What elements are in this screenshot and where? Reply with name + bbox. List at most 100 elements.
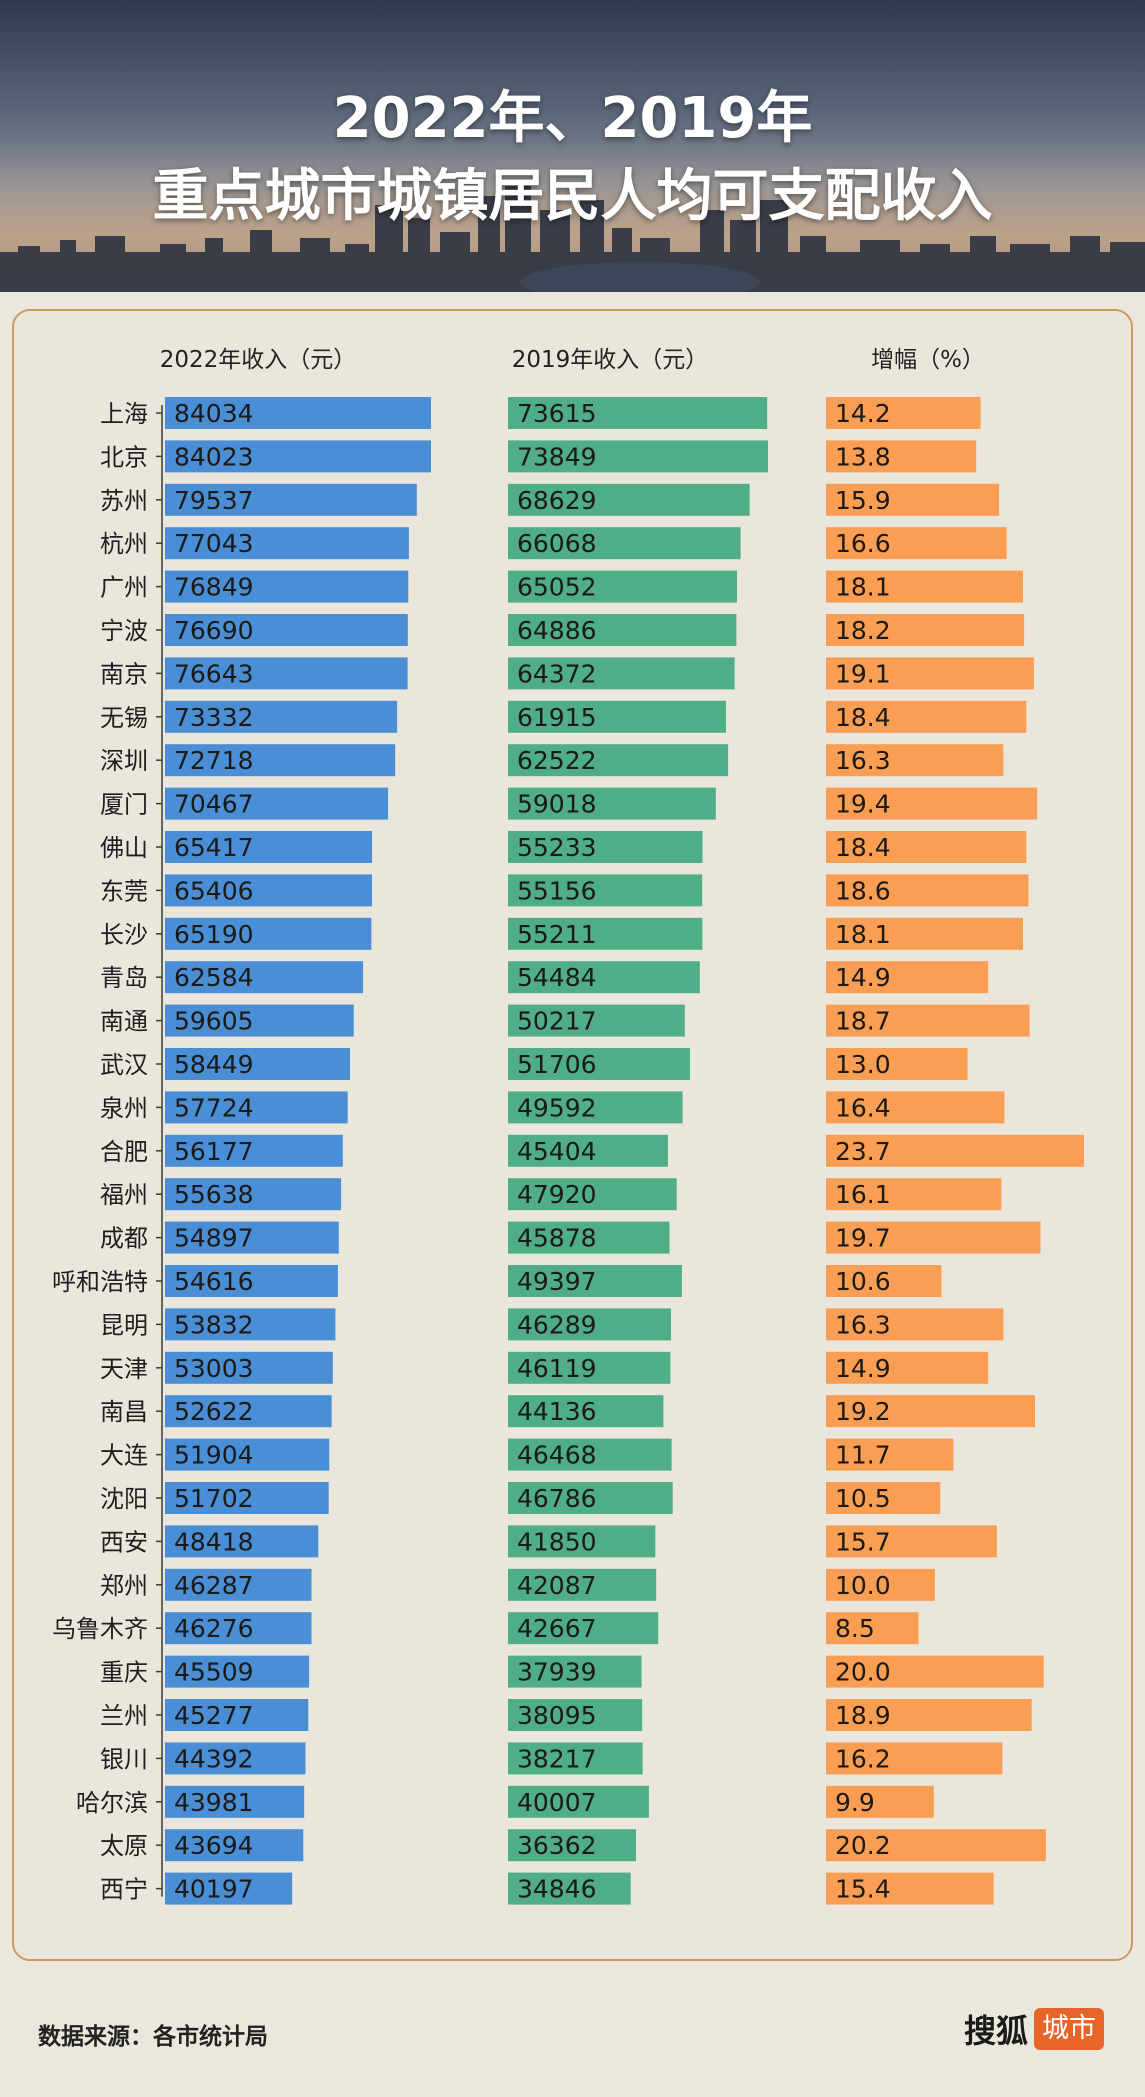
category-label: 无锡	[100, 704, 148, 732]
bar-2019	[508, 961, 700, 994]
bar-2019	[508, 1091, 683, 1124]
bar-value-label: 10.6	[835, 1267, 891, 1296]
bar-value-label: 18.4	[835, 833, 891, 862]
bar-value-label: 23.7	[835, 1137, 891, 1166]
bar-value-label: 54484	[517, 963, 597, 992]
bar-value-label: 20.2	[835, 1831, 891, 1860]
bar-value-label: 16.2	[835, 1744, 891, 1773]
bar-value-label: 73332	[174, 703, 254, 732]
bar-value-label: 19.7	[835, 1224, 891, 1253]
bar-value-label: 49592	[517, 1093, 597, 1122]
bar-value-label: 65406	[174, 876, 254, 905]
bar-2022	[165, 744, 396, 777]
bar-growth	[826, 1048, 968, 1080]
bar-2019	[508, 1742, 643, 1775]
bar-growth	[826, 700, 1027, 733]
brand-tag: 城市	[1034, 2008, 1105, 2050]
bar-2022	[165, 1655, 310, 1688]
bar-value-label: 65052	[517, 573, 597, 602]
bar-2019	[508, 1872, 631, 1905]
category-label: 苏州	[100, 487, 148, 515]
bar-2022	[165, 1004, 354, 1037]
bar-value-label: 62584	[174, 963, 254, 992]
category-label: 福州	[100, 1181, 148, 1209]
bar-value-label: 84034	[174, 399, 254, 428]
bar-2019	[508, 1178, 677, 1211]
bar-2019	[508, 1699, 643, 1731]
bar-2019	[508, 917, 703, 950]
bar-value-label: 16.6	[835, 529, 891, 558]
bar-value-label: 46786	[517, 1484, 597, 1513]
bar-value-label: 13.8	[835, 442, 891, 471]
bar-value-label: 47920	[517, 1180, 597, 1209]
bar-2019	[508, 483, 750, 516]
bar-growth	[826, 1655, 1044, 1688]
bar-value-label: 54897	[174, 1224, 254, 1253]
category-label: 武汉	[100, 1051, 148, 1079]
bar-value-label: 44392	[174, 1744, 254, 1773]
bar-2019	[508, 1785, 649, 1818]
bar-2022	[165, 1048, 350, 1080]
category-label: 郑州	[100, 1572, 148, 1600]
bar-2022	[165, 657, 408, 690]
bar-2019	[508, 570, 737, 603]
bar-growth	[826, 874, 1029, 907]
bar-growth	[826, 917, 1023, 950]
bar-2019	[508, 1829, 636, 1862]
bar-value-label: 19.4	[835, 790, 891, 819]
category-label: 大连	[100, 1442, 148, 1470]
category-label: 深圳	[100, 747, 148, 775]
bar-value-label: 41850	[517, 1527, 597, 1556]
bar-2022	[165, 1568, 312, 1601]
bar-2022	[165, 1134, 343, 1167]
bar-value-label: 40007	[517, 1788, 597, 1817]
bar-value-label: 48418	[174, 1527, 254, 1556]
bar-2019	[508, 1438, 672, 1471]
bar-growth	[826, 961, 989, 994]
bar-growth	[826, 657, 1034, 690]
chart-title-line2: 重点城市城镇居民人均可支配收入	[152, 164, 993, 229]
category-label: 杭州	[100, 530, 148, 558]
bar-2019	[508, 527, 741, 560]
column-header-growth: 增幅（%）	[871, 347, 985, 373]
bar-growth	[826, 1351, 989, 1384]
bar-value-label: 37939	[517, 1658, 597, 1687]
bar-value-label: 54616	[174, 1267, 254, 1296]
bar-2022	[165, 527, 409, 560]
bar-2022	[165, 1742, 306, 1775]
bar-value-label: 46276	[174, 1614, 254, 1643]
category-label: 呼和浩特	[52, 1268, 148, 1296]
bar-value-label: 46289	[517, 1310, 597, 1339]
bar-growth	[826, 397, 981, 429]
category-label: 广州	[100, 574, 148, 602]
bar-2019	[508, 1395, 664, 1428]
bar-growth	[826, 440, 977, 473]
bar-value-label: 64372	[517, 659, 597, 688]
bar-value-label: 76849	[174, 573, 254, 602]
bar-growth	[826, 483, 1000, 516]
category-label: 昆明	[100, 1311, 148, 1339]
bar-value-label: 51904	[174, 1441, 254, 1470]
bar-value-label: 18.2	[835, 616, 891, 645]
bar-value-label: 51706	[517, 1050, 597, 1079]
bar-value-label: 61915	[517, 703, 597, 732]
bar-growth	[826, 744, 1004, 777]
category-label: 银川	[100, 1745, 148, 1773]
bar-growth	[826, 1872, 994, 1905]
bar-2022	[165, 1829, 304, 1862]
bar-value-label: 16.1	[835, 1180, 891, 1209]
bar-value-label: 73849	[517, 442, 597, 471]
bar-growth	[826, 831, 1027, 863]
bar-value-label: 65417	[174, 833, 254, 862]
bar-2019	[508, 1351, 671, 1384]
bar-2022	[165, 1612, 312, 1645]
bar-value-label: 14.2	[835, 399, 891, 428]
category-label: 合肥	[100, 1138, 148, 1166]
bar-value-label: 76690	[174, 616, 254, 645]
bar-value-label: 38095	[517, 1701, 597, 1730]
bar-2019	[508, 831, 703, 863]
brand-logo: 搜狐 城市	[964, 2007, 1105, 2051]
bar-2019	[508, 1221, 670, 1254]
bar-growth	[826, 1785, 934, 1818]
bar-value-label: 62522	[517, 746, 597, 775]
